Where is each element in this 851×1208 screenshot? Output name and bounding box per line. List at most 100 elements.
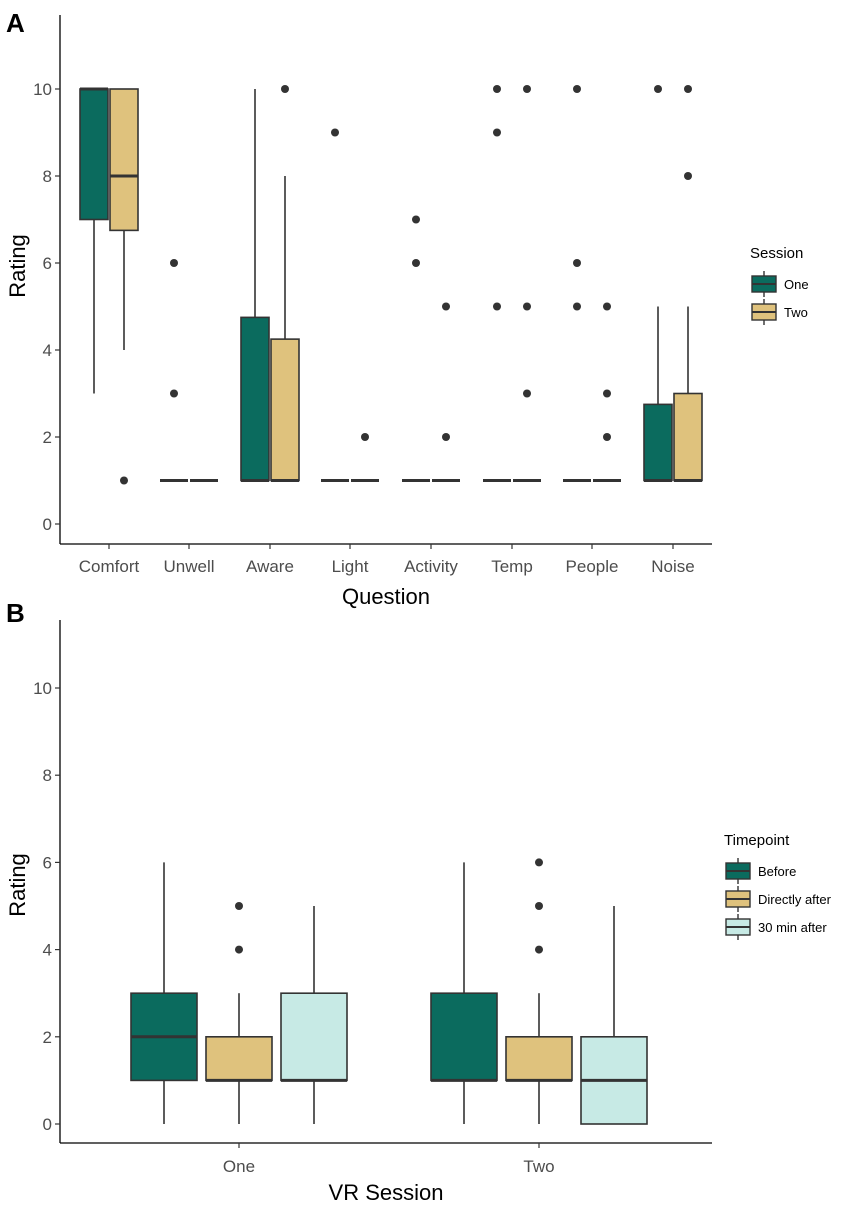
y-axis-title: Rating: [5, 234, 30, 298]
box-before: [430, 862, 498, 1124]
y-tick-label: 6: [43, 254, 52, 273]
outlier-point: [331, 128, 339, 137]
x-tick-label: People: [566, 557, 619, 576]
y-tick-label: 10: [33, 80, 52, 99]
outlier-point: [442, 302, 450, 311]
x-tick-label: Unwell: [163, 557, 214, 576]
y-tick-label: 2: [43, 428, 52, 447]
y-tick-label: 8: [43, 766, 52, 785]
outlier-point: [603, 302, 611, 311]
x-tick-label: Two: [523, 1157, 554, 1176]
box-one: [79, 87, 109, 394]
x-axis-title: VR Session: [329, 1180, 444, 1205]
y-tick-label: 0: [43, 1115, 52, 1134]
box-before: [130, 862, 198, 1124]
outlier-point: [235, 902, 243, 910]
panel-label: B: [6, 598, 25, 628]
outlier-point: [493, 85, 501, 93]
y-tick-label: 0: [43, 515, 52, 534]
box-iqr: [673, 392, 703, 482]
outlier-point: [412, 215, 420, 224]
x-tick-label: Activity: [404, 557, 458, 576]
legend-label: 30 min after: [758, 920, 827, 935]
x-tick-label: Light: [332, 557, 369, 576]
outlier-point: [684, 85, 692, 93]
legend-label: One: [784, 277, 809, 292]
box-two: [270, 85, 300, 482]
y-tick-label: 6: [43, 853, 52, 872]
box-iqr: [280, 992, 348, 1082]
outlier-point: [493, 302, 501, 311]
y-tick-label: 4: [43, 341, 52, 360]
box-one: [563, 85, 591, 482]
box-30-min-after: [580, 906, 648, 1125]
panel-label: A: [6, 8, 25, 38]
legend-label: Two: [784, 305, 808, 320]
legend-title: Timepoint: [724, 832, 790, 849]
outlier-point: [170, 389, 178, 398]
box-iqr: [643, 403, 673, 482]
outlier-point: [535, 902, 543, 910]
box-two: [513, 85, 541, 482]
outlier-point: [442, 433, 450, 441]
legend: [751, 271, 777, 325]
box-two: [432, 302, 460, 482]
box-directly-after: [205, 902, 273, 1124]
panel-a: [55, 15, 777, 549]
box-iqr: [505, 1036, 573, 1082]
x-tick-label: One: [223, 1157, 255, 1176]
y-axis-title: Rating: [5, 853, 30, 917]
outlier-point: [412, 259, 420, 267]
outlier-point: [654, 85, 662, 93]
outlier-point: [573, 85, 581, 93]
box-one: [321, 128, 349, 482]
outlier-point: [523, 85, 531, 93]
outlier-point: [170, 259, 178, 267]
x-tick-label: Noise: [651, 557, 694, 576]
outlier-point: [523, 389, 531, 398]
outlier-point: [120, 476, 128, 485]
outlier-point: [573, 302, 581, 311]
x-tick-label: Comfort: [79, 557, 140, 576]
box-iqr: [240, 316, 270, 482]
y-tick-label: 2: [43, 1028, 52, 1047]
box-one: [483, 85, 511, 482]
outlier-point: [535, 858, 543, 867]
outlier-point: [235, 945, 243, 954]
panel-b: [55, 620, 751, 1148]
outlier-point: [573, 259, 581, 267]
outlier-point: [493, 128, 501, 137]
y-tick-label: 10: [33, 679, 52, 698]
box-one: [240, 89, 270, 482]
legend: [725, 858, 751, 940]
box-iqr: [270, 338, 300, 482]
outlier-point: [535, 945, 543, 954]
legend-title: Session: [750, 245, 803, 262]
box-iqr: [430, 992, 498, 1082]
box-iqr: [79, 88, 109, 221]
outlier-point: [361, 433, 369, 441]
box-two: [673, 85, 703, 482]
box-two: [109, 88, 139, 485]
x-axis-title: Question: [342, 584, 430, 609]
legend-label: Before: [758, 864, 796, 879]
x-tick-label: Aware: [246, 557, 294, 576]
box-one: [160, 259, 188, 482]
outlier-point: [523, 302, 531, 311]
outlier-point: [281, 85, 289, 93]
y-tick-label: 8: [43, 167, 52, 186]
box-30-min-after: [280, 906, 348, 1124]
box-one: [643, 85, 673, 482]
outlier-point: [684, 172, 692, 180]
box-iqr: [205, 1036, 273, 1082]
box-one: [402, 215, 430, 482]
legend-label: Directly after: [758, 892, 832, 907]
x-tick-label: Temp: [491, 557, 533, 576]
box-directly-after: [505, 858, 573, 1124]
box-two: [593, 302, 621, 482]
box-two: [351, 433, 379, 482]
outlier-point: [603, 389, 611, 398]
outlier-point: [603, 433, 611, 441]
y-tick-label: 4: [43, 941, 52, 960]
